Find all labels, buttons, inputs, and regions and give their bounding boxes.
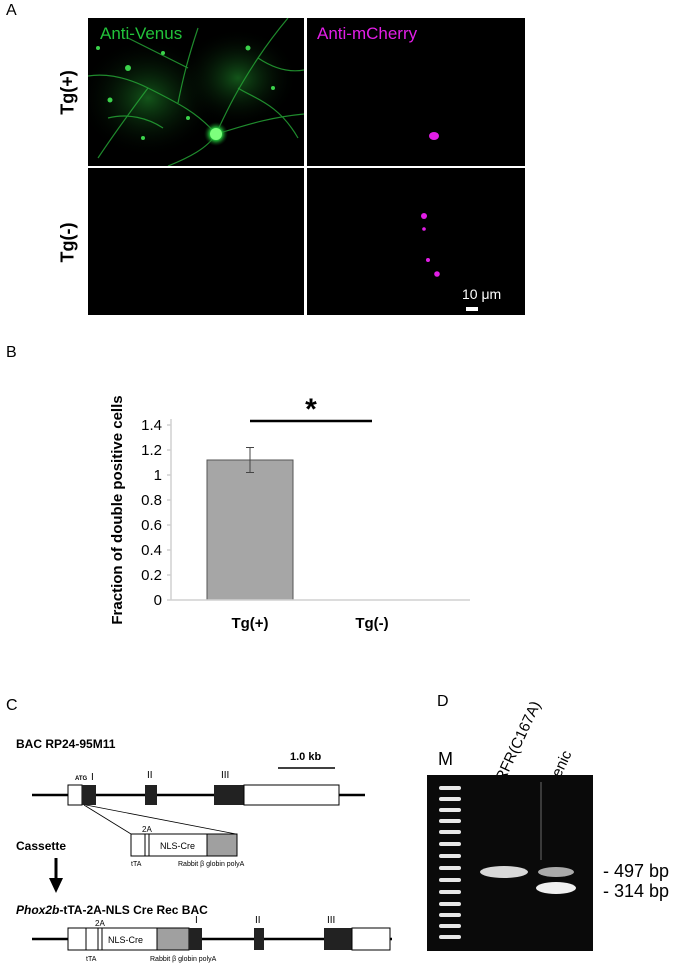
panel-a-letter: A — [6, 2, 17, 19]
nls-cre-label: NLS-Cre — [160, 841, 195, 851]
bar-0 — [206, 459, 294, 601]
lane-m-label: M — [438, 749, 453, 769]
rec-exon-3 — [324, 928, 352, 950]
gel-panel: M ChRFR(C167A) Bigenic - 497 bp - 314 bp — [427, 700, 669, 951]
exon-1-label: I — [91, 772, 94, 783]
exon-2 — [145, 785, 157, 805]
scale-kb-label: 1.0 kb — [290, 751, 321, 763]
chrfr-band-497 — [480, 866, 528, 878]
band-label-314: - 314 bp — [603, 881, 669, 901]
y-tick-label: 1 — [154, 467, 162, 484]
row-label-tg-pos: Tg(+) — [57, 70, 78, 115]
cassette-2a-label: 2A — [142, 825, 152, 834]
bac-construct-diagram: BAC RP24-95M11 1.0 kb ATG I II III 2A NL… — [16, 737, 392, 963]
rec-exon-3-utr — [351, 927, 391, 951]
bar-chart: 0 0.2 0.4 0.6 0.8 1 1.2 1.4 * Fraction of doubl… — [109, 393, 470, 632]
rec-utr-box — [67, 927, 87, 951]
band-label-497: - 497 bp — [603, 861, 669, 881]
polya-box — [206, 833, 238, 857]
rec-polya-box — [156, 927, 190, 951]
row-label-tg-neg: Tg(-) — [57, 222, 78, 263]
rec-polya-label: Rabbit β globin polyA — [150, 956, 217, 963]
gel-image — [427, 775, 593, 951]
bigenic-band-497 — [538, 867, 574, 877]
venus-neuron-image — [88, 18, 304, 166]
2a-box — [144, 833, 150, 857]
panel-a-micrographs: Anti-Venus Anti-mCherry 10 μm — [88, 18, 525, 315]
utr-box — [67, 784, 83, 806]
rec-exon-2 — [254, 928, 264, 950]
y-axis-label: Fraction of double positive cells — [109, 395, 126, 624]
rec-exon-1-label: I — [195, 915, 198, 926]
mcherry-tgneg-image: 10 μm — [307, 168, 525, 315]
y-tick-label: 0.2 — [141, 567, 162, 584]
y-tick-label: 0.4 — [141, 542, 162, 559]
atg-label: ATG — [75, 776, 88, 782]
down-arrow-icon — [49, 878, 63, 893]
exon-3-utr — [243, 784, 340, 806]
bigenic-band-314 — [536, 882, 576, 894]
y-tick-label: 1.2 — [141, 442, 162, 459]
y-tick-label: 1.4 — [141, 417, 162, 434]
rec-exon-1 — [189, 928, 202, 950]
rec-2a-box — [97, 927, 103, 951]
venus-tgpos-image: Anti-Venus — [88, 18, 304, 166]
venus-tgneg-image — [88, 168, 304, 315]
panel-b-letter: B — [6, 344, 17, 361]
anti-mcherry-label: Anti-mCherry — [317, 24, 418, 43]
rec-tta-label: tTA — [86, 956, 97, 963]
exon-3-label: III — [221, 770, 229, 781]
mcherry-tgpos-image: Anti-mCherry — [307, 18, 525, 166]
tta-label: tTA — [131, 861, 142, 868]
rec-tta-box — [85, 927, 99, 951]
anti-venus-label: Anti-Venus — [100, 24, 183, 43]
y-tick-label: 0.6 — [141, 517, 162, 534]
exon-1 — [82, 785, 96, 805]
marker-ladder — [439, 786, 461, 939]
exon-2-label: II — [147, 770, 153, 781]
y-tick-label: 0 — [154, 592, 162, 609]
rec-nls-cre-label: NLS-Cre — [108, 935, 143, 945]
mcherry-spots-neg — [421, 213, 478, 311]
polya-label: Rabbit β globin polyA — [178, 861, 245, 868]
bac-name: BAC RP24-95M11 — [16, 737, 116, 751]
x-tick-label-0: Tg(+) — [231, 615, 268, 632]
scale-bar-label: 10 μm — [462, 286, 502, 302]
x-tick-label-1: Tg(-) — [355, 615, 388, 632]
exon-3 — [214, 785, 244, 805]
panel-d-letter: D — [437, 693, 449, 710]
tta-box — [130, 833, 146, 857]
cassette-label: Cassette — [16, 839, 66, 853]
rec-exon-3-label: III — [327, 915, 335, 926]
scale-bar — [466, 307, 478, 311]
mcherry-spot-image — [429, 132, 439, 140]
y-tick-label: 0.8 — [141, 492, 162, 509]
rec-bac-label: Phox2b-tTA-2A-NLS Cre Rec BAC — [16, 903, 208, 917]
panel-c-letter: C — [6, 697, 18, 714]
rec-2a-label: 2A — [95, 919, 105, 928]
rec-exon-2-label: II — [255, 915, 261, 926]
significance-star: * — [305, 393, 317, 426]
